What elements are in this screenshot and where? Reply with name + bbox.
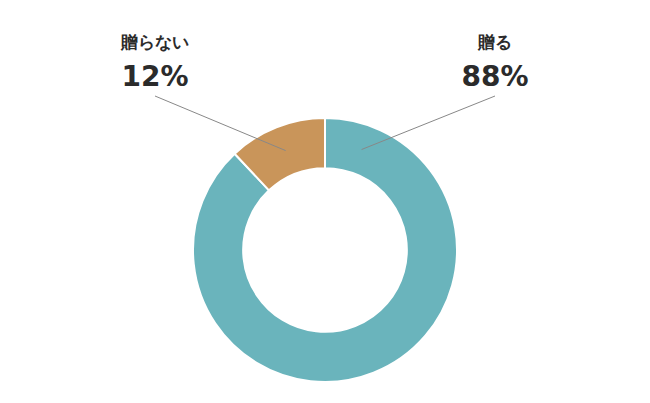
category-label: 贈る xyxy=(477,32,512,52)
leader-line xyxy=(155,96,286,151)
wedge xyxy=(235,118,325,190)
leader-line xyxy=(362,96,495,150)
annotations: 贈る 88% 贈らない 12% xyxy=(120,32,529,151)
chart: 贈る 88% 贈らない 12% xyxy=(0,0,650,403)
value-label: 88% xyxy=(461,60,528,93)
wedges xyxy=(193,118,457,382)
value-label: 12% xyxy=(121,60,188,93)
category-label: 贈らない xyxy=(120,32,189,52)
chart-container: 贈る 88% 贈らない 12% xyxy=(0,0,650,403)
wedge xyxy=(193,118,457,382)
